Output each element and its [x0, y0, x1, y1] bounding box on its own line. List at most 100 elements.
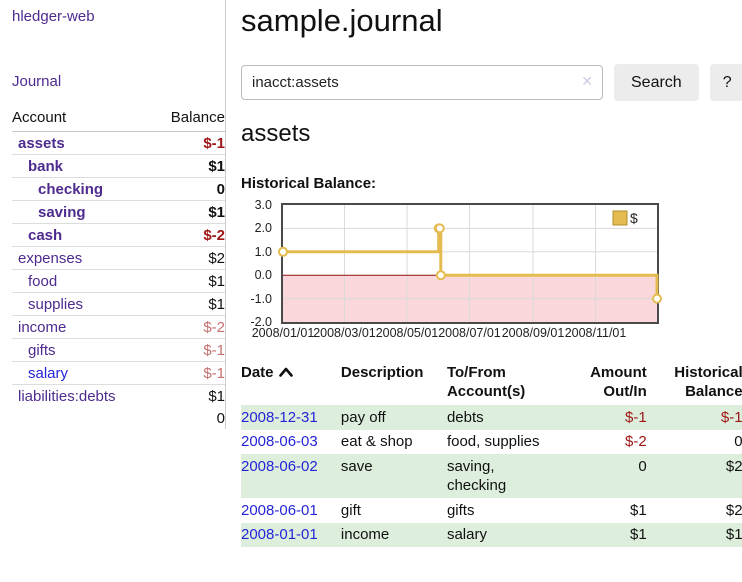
register-col-date[interactable]: Date [241, 361, 341, 405]
account-row: salary $-1 [12, 361, 225, 385]
register-col-accounts: To/From Account(s) [446, 364, 526, 401]
transaction-balance: $2 [725, 457, 742, 475]
account-link[interactable]: bank [28, 157, 64, 175]
register-col-description: Description [340, 364, 424, 382]
x-axis-tick: 2008/09/01 [501, 326, 565, 341]
account-row: gifts $-1 [12, 338, 225, 362]
chart-y-axis: 3.0 2.0 1.0 0.0 -1.0 -2.0 [241, 198, 277, 329]
transaction-description: save [340, 457, 373, 475]
sort-ascending-icon [278, 367, 293, 377]
account-link[interactable]: food [28, 272, 58, 290]
y-axis-tick: -1.0 [250, 291, 272, 306]
account-link[interactable]: assets [18, 134, 65, 152]
account-link[interactable]: income [18, 318, 67, 336]
historical-balance-chart: 3.0 2.0 1.0 0.0 -1.0 -2.0 $ 2008/01/01 2008/03… [241, 198, 662, 353]
accounts-total-row: 0 [12, 407, 225, 429]
y-axis-tick: 1.0 [254, 244, 272, 259]
transaction-balance: $1 [725, 526, 742, 544]
account-balance: $-2 [151, 315, 225, 339]
account-balance: $1 [151, 154, 225, 178]
register-col-amount: Amount Out/In [590, 364, 647, 401]
data-point-marker [278, 246, 288, 257]
transaction-date-link[interactable]: 2008-01-01 [241, 526, 318, 544]
main-content: sample.journal ✕ Search ? assets Histori… [226, 0, 742, 548]
account-balance: $1 [151, 200, 225, 224]
search-button[interactable]: Search [614, 64, 699, 102]
account-row: saving $1 [12, 200, 225, 224]
register-col-balance: Historical Balance [674, 364, 742, 401]
transaction-date-link[interactable]: 2008-06-01 [241, 501, 318, 519]
account-link[interactable]: supplies [28, 295, 84, 313]
transaction-amount: $1 [630, 526, 647, 544]
register-row: 2008-12-31 pay off debts $-1 $-1 [241, 405, 742, 430]
account-heading: assets [241, 120, 311, 148]
account-link[interactable]: gifts [28, 341, 56, 359]
transaction-amount: $-1 [625, 408, 647, 426]
account-link[interactable]: expenses [18, 249, 83, 267]
x-axis-tick: 2008/03/01 [313, 326, 376, 341]
transaction-date-link[interactable]: 2008-12-31 [241, 408, 318, 426]
clear-search-icon[interactable]: ✕ [581, 73, 593, 90]
account-link[interactable]: checking [38, 180, 104, 198]
account-row: liabilities:debts $1 [12, 384, 225, 407]
transaction-date-link[interactable]: 2008-06-03 [241, 433, 318, 451]
account-row: checking 0 [12, 177, 225, 201]
account-row: income $-2 [12, 315, 225, 339]
sidebar-item-journal[interactable]: Journal [12, 73, 62, 90]
transaction-accounts: food, supplies [446, 433, 540, 451]
register-row: 2008-06-03 eat & shop food, supplies $-2… [241, 430, 742, 455]
transaction-balance: 0 [734, 433, 742, 451]
register-header-row: Date Description To/From Account(s) Amou… [241, 361, 742, 405]
y-axis-tick: 3.0 [254, 198, 272, 213]
account-row: expenses $2 [12, 246, 225, 270]
account-balance: $1 [151, 292, 225, 316]
accounts-total-value: 0 [216, 409, 225, 427]
transaction-accounts: salary [446, 526, 487, 544]
search-box: ✕ [241, 65, 603, 101]
data-point-marker [435, 270, 446, 281]
account-link[interactable]: liabilities:debts [18, 387, 116, 405]
register-row: 2008-01-01 income salary $1 $1 [241, 522, 742, 548]
sidebar: hledger-web Journal Account Balance asse… [0, 0, 226, 429]
help-button[interactable]: ? [709, 64, 742, 102]
search-input[interactable] [241, 65, 603, 101]
transaction-description: eat & shop [340, 433, 413, 451]
data-point-marker [652, 293, 662, 304]
account-balance: $-1 [151, 338, 225, 362]
transaction-description: pay off [340, 408, 386, 426]
register-table-body: 2008-12-31 pay off debts $-1 $-1 2008-06… [241, 405, 742, 548]
legend-label: $ [630, 210, 638, 226]
transaction-balance: $-1 [720, 408, 742, 426]
accounts-table: Account Balance assets $-1 bank $1 check… [12, 106, 225, 429]
account-balance: 0 [151, 177, 225, 201]
y-axis-tick: -2.0 [250, 315, 272, 330]
x-axis-tick: 2008/05/01 [375, 326, 439, 341]
account-link[interactable]: saving [38, 203, 86, 221]
transaction-accounts: debts [446, 408, 484, 426]
x-axis-tick: 2008/01/01 [251, 326, 315, 341]
x-axis-tick: 2008/07/01 [438, 326, 501, 341]
account-row: food $1 [12, 269, 225, 293]
page: hledger-web Journal Account Balance asse… [0, 0, 742, 548]
register-row: 2008-06-01 gift gifts $1 $2 [241, 498, 742, 523]
chart-x-axis: 2008/01/01 2008/03/01 2008/05/01 2008/07/01… [252, 326, 657, 344]
transaction-amount: $1 [630, 501, 647, 519]
chart-plot-area: $ [278, 203, 662, 325]
transaction-description: gift [340, 501, 361, 519]
transaction-description: income [340, 526, 390, 544]
account-link[interactable]: cash [28, 226, 63, 244]
account-balance: $-2 [151, 223, 225, 247]
legend-swatch [612, 210, 628, 226]
transaction-date-link[interactable]: 2008-06-02 [241, 457, 318, 475]
account-balance: $2 [151, 246, 225, 270]
transaction-amount: $-2 [625, 433, 647, 451]
account-link[interactable]: salary [28, 364, 69, 382]
account-row: supplies $1 [12, 292, 225, 316]
app-title-link[interactable]: hledger-web [12, 8, 95, 25]
accounts-col-balance: Balance [151, 106, 225, 132]
chart-title: Historical Balance: [241, 175, 377, 193]
account-row: bank $1 [12, 154, 225, 178]
chart-svg: $ [278, 205, 662, 323]
register-col-date-label: Date [241, 364, 274, 382]
register-table: Date Description To/From Account(s) Amou… [241, 361, 742, 548]
